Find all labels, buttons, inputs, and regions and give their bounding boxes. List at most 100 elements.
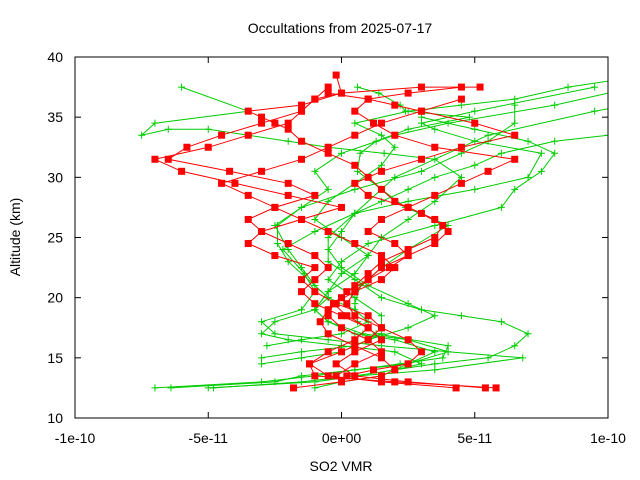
data-point <box>351 300 359 308</box>
data-point <box>298 354 306 362</box>
data-point <box>431 215 439 223</box>
series-line <box>213 92 608 389</box>
data-point <box>298 372 306 380</box>
data-point <box>324 276 332 284</box>
data-point <box>351 288 359 296</box>
data-point <box>298 378 306 386</box>
data-point <box>391 336 399 344</box>
data-point <box>396 360 404 368</box>
data-point <box>511 155 519 163</box>
data-point <box>551 137 559 145</box>
data-point <box>377 167 385 175</box>
data-point <box>511 95 519 103</box>
data-point <box>298 288 306 296</box>
data-point <box>271 318 279 326</box>
data-point <box>351 336 359 344</box>
data-point <box>298 137 306 145</box>
data-point <box>444 348 452 356</box>
data-point <box>324 185 332 193</box>
data-point <box>351 270 359 278</box>
data-point <box>551 101 559 109</box>
data-point <box>258 360 266 368</box>
data-point <box>391 101 399 109</box>
x-axis: -1e-10 -5e-11 0e+00 5e-11 1e-10 <box>55 57 626 446</box>
data-point <box>391 240 399 248</box>
data-point <box>476 83 484 91</box>
data-point <box>332 71 340 79</box>
data-point <box>311 282 319 290</box>
data-point <box>431 360 439 368</box>
data-point <box>204 143 212 151</box>
data-point <box>417 306 425 314</box>
data-point <box>271 252 279 260</box>
data-point <box>244 215 252 223</box>
data-point <box>439 354 447 362</box>
data-point <box>497 203 505 211</box>
data-point <box>324 258 332 266</box>
data-point <box>284 240 292 248</box>
data-point <box>311 300 319 308</box>
data-point <box>404 246 412 254</box>
data-point <box>167 384 175 392</box>
data-point <box>391 143 399 151</box>
data-point <box>351 372 359 380</box>
series-1 <box>151 71 519 392</box>
data-point <box>244 107 252 115</box>
data-point <box>417 107 425 115</box>
data-point <box>377 185 385 193</box>
data-point <box>258 318 266 326</box>
data-point <box>417 348 425 356</box>
data-point <box>351 282 359 290</box>
data-point <box>351 348 359 356</box>
data-point <box>343 372 351 380</box>
x-axis-label: SO2 VMR <box>309 458 372 474</box>
y-tick-label: 30 <box>47 169 63 185</box>
data-point <box>377 119 385 127</box>
data-point <box>377 378 385 386</box>
data-point <box>338 227 345 235</box>
plot-area <box>138 71 608 392</box>
data-point <box>338 324 345 332</box>
data-point <box>263 342 271 350</box>
y-tick-label: 15 <box>47 350 63 366</box>
data-point <box>284 119 292 127</box>
data-point <box>258 113 266 121</box>
data-point <box>351 360 359 368</box>
data-point <box>471 107 479 115</box>
data-point <box>519 354 527 362</box>
data-point <box>364 270 372 278</box>
data-point <box>218 131 226 139</box>
data-point <box>364 324 372 332</box>
data-point <box>385 264 393 272</box>
data-point <box>417 119 425 127</box>
data-point <box>324 149 332 157</box>
data-point <box>404 324 412 332</box>
data-point <box>311 378 319 386</box>
data-point <box>404 215 412 223</box>
data-point <box>324 330 332 338</box>
series-line <box>332 86 517 389</box>
data-point <box>431 173 439 181</box>
data-point <box>391 366 399 374</box>
data-point <box>210 384 218 392</box>
data-point <box>298 107 306 115</box>
data-point <box>311 215 319 223</box>
data-point <box>332 360 340 368</box>
data-point <box>311 288 319 296</box>
data-point <box>364 240 372 248</box>
data-point <box>324 288 332 296</box>
data-point <box>439 221 447 229</box>
data-point <box>151 119 159 127</box>
data-point <box>244 191 252 199</box>
data-point <box>377 348 385 356</box>
x-tick-label: 5e-11 <box>457 430 492 446</box>
data-point <box>311 191 319 199</box>
data-point <box>332 372 340 380</box>
data-point <box>404 378 412 386</box>
series-line <box>139 86 463 389</box>
y-tick-label: 25 <box>47 230 63 246</box>
data-point <box>364 95 372 103</box>
data-point <box>364 276 372 284</box>
data-point <box>391 378 399 386</box>
